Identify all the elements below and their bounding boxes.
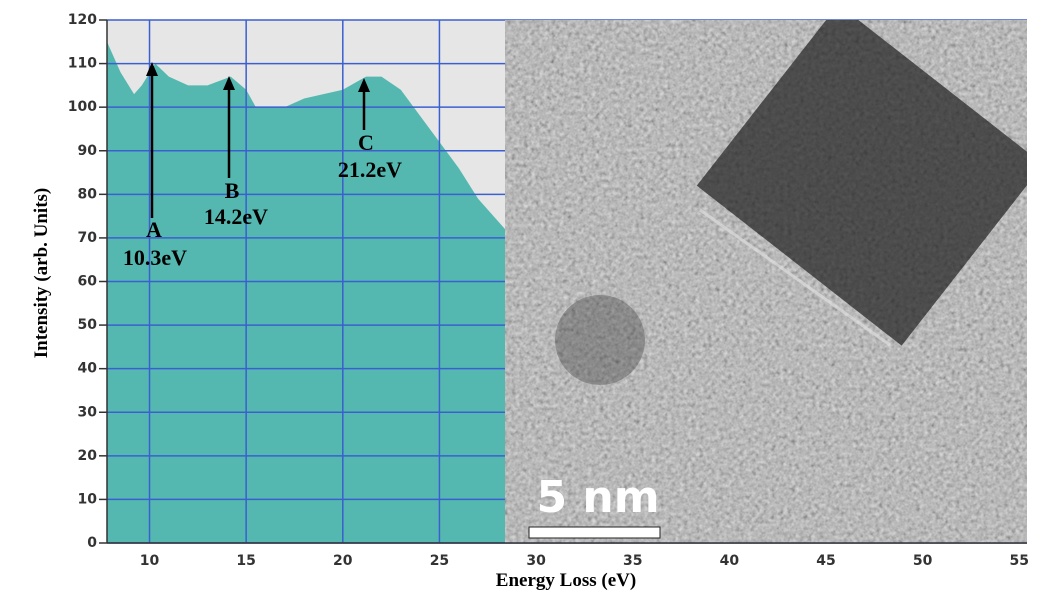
x-tick-label: 55	[1010, 553, 1029, 569]
y-tick-label: 0	[87, 535, 97, 551]
x-tick-label: 40	[720, 553, 740, 569]
y-tick-label: 100	[68, 99, 97, 115]
y-tick-label: 110	[68, 56, 97, 72]
y-tick-label: 90	[78, 143, 98, 159]
tem-image	[505, 4, 1039, 543]
x-tick-label: 15	[236, 553, 255, 569]
x-axis-title: Energy Loss (eV)	[496, 570, 636, 591]
scale-label: 5 nm	[536, 472, 659, 523]
y-tick-label: 120	[68, 12, 97, 28]
annotation: 21.2eV	[338, 157, 402, 182]
y-tick-label: 70	[78, 230, 98, 246]
annotation: 10.3eV	[123, 245, 187, 270]
scale-bar	[529, 527, 660, 538]
y-tick-label: 60	[78, 274, 98, 290]
x-tick-label: 50	[913, 553, 933, 569]
annotation: C	[358, 130, 374, 155]
x-tick-label: 10	[140, 553, 160, 569]
y-tick-label: 80	[78, 186, 98, 202]
y-axis-title: Intensity (arb. Units)	[31, 188, 52, 358]
y-tick-label: 50	[78, 317, 98, 333]
annotation: B	[225, 178, 240, 203]
y-tick-label: 40	[78, 361, 98, 377]
x-tick-label: 35	[623, 553, 642, 569]
y-tick-label: 20	[78, 448, 98, 464]
x-tick-label: 45	[816, 553, 835, 569]
chart: 5 nm A 10.3eV B 14.2eV C 21.2eV Energy L…	[0, 0, 1039, 595]
x-tick-label: 30	[526, 553, 546, 569]
x-tick-label: 20	[333, 553, 353, 569]
particle	[555, 295, 645, 385]
annotation: A	[146, 217, 162, 242]
annotation: 14.2eV	[204, 204, 268, 229]
y-tick-label: 30	[78, 404, 98, 420]
x-tick-label: 25	[430, 553, 449, 569]
y-tick-label: 10	[78, 491, 98, 507]
